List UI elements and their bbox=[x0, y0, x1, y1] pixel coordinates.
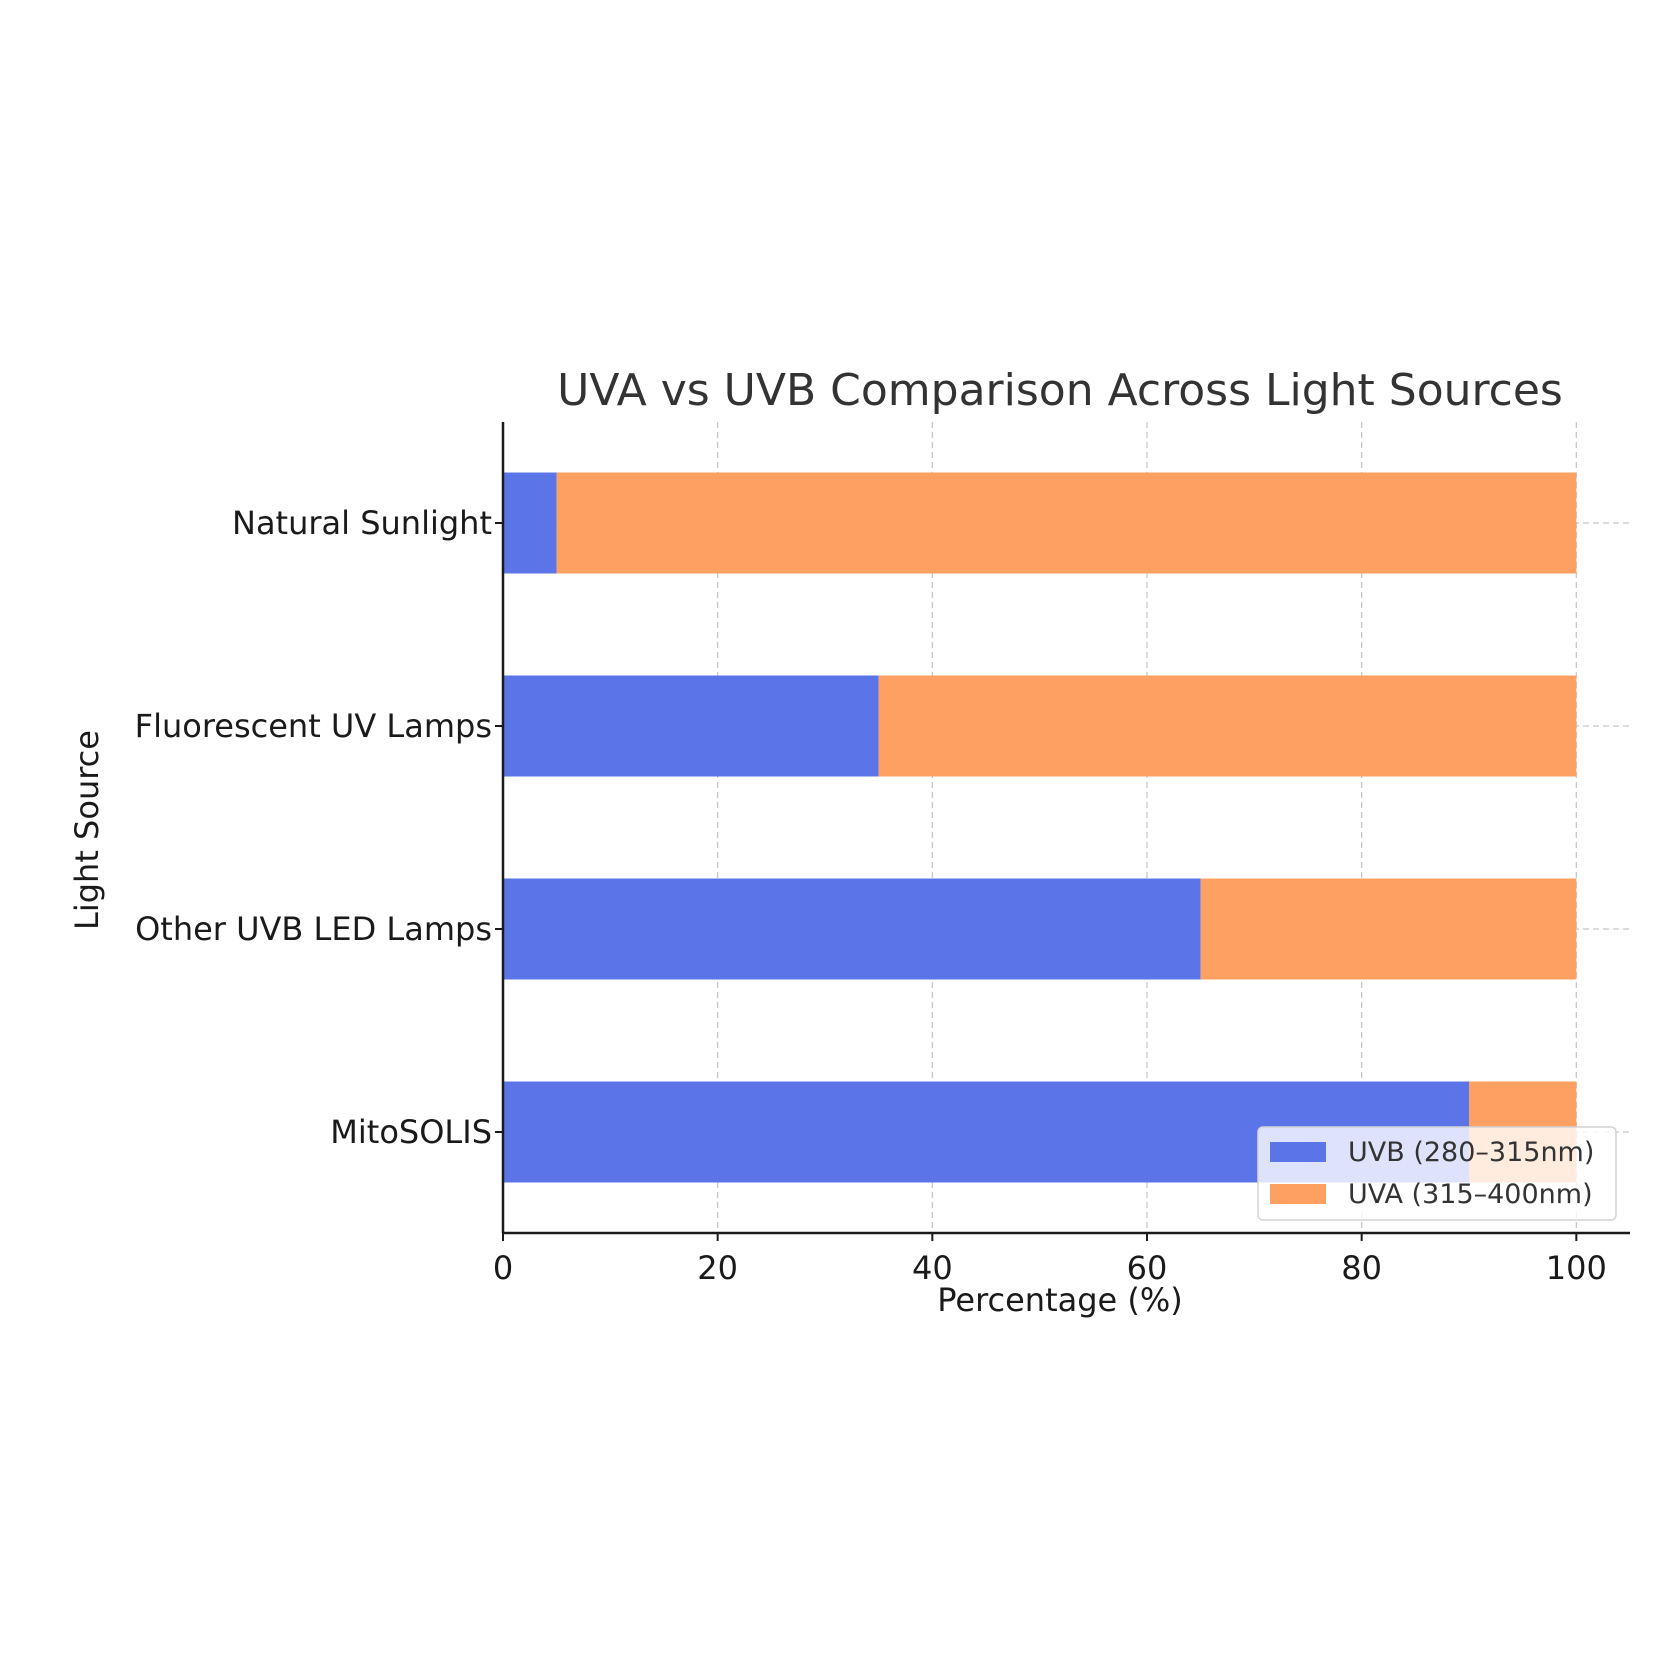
legend-swatch-uvb bbox=[1270, 1142, 1326, 1162]
legend: UVB (280–315nm) UVA (315–400nm) bbox=[1257, 1126, 1617, 1221]
bars bbox=[503, 472, 1577, 1183]
y-axis-label: Light Source bbox=[68, 730, 106, 930]
y-ticks: MitoSOLIS Other UVB LED Lamps Fluorescent … bbox=[135, 504, 503, 1151]
chart-title: UVA vs UVB Comparison Across Light Sourc… bbox=[557, 365, 1563, 416]
bar-uvb-fluorescent-uv-lamps bbox=[503, 675, 879, 777]
y-tick-label: MitoSOLIS bbox=[330, 1113, 492, 1151]
axes bbox=[501, 422, 1630, 1235]
legend-box bbox=[1257, 1126, 1617, 1221]
x-axis-label: Percentage (%) bbox=[937, 1281, 1183, 1319]
bar-uvb-natural-sunlight bbox=[503, 472, 557, 574]
x-ticks: 0 20 40 60 80 100 bbox=[493, 1233, 1607, 1287]
bar-uva-natural-sunlight bbox=[556, 472, 1577, 574]
bar-uva-other-uvb-led-lamps bbox=[1200, 878, 1577, 980]
x-tick-label: 60 bbox=[1127, 1249, 1168, 1287]
x-tick-label: 100 bbox=[1546, 1249, 1607, 1287]
x-tick-label: 20 bbox=[697, 1249, 738, 1287]
x-tick-label: 0 bbox=[493, 1249, 513, 1287]
bar-uvb-other-uvb-led-lamps bbox=[503, 878, 1201, 980]
x-tick-label: 80 bbox=[1341, 1249, 1382, 1287]
y-tick-label: Fluorescent UV Lamps bbox=[135, 707, 492, 745]
legend-label-uva: UVA (315–400nm) bbox=[1348, 1179, 1593, 1210]
y-tick-label: Other UVB LED Lamps bbox=[135, 910, 492, 948]
legend-swatch-uva bbox=[1270, 1184, 1326, 1204]
y-tick-label: Natural Sunlight bbox=[232, 504, 492, 542]
legend-label-uvb: UVB (280–315nm) bbox=[1348, 1137, 1594, 1168]
bar-uva-fluorescent-uv-lamps bbox=[878, 675, 1577, 777]
x-tick-label: 40 bbox=[912, 1249, 953, 1287]
